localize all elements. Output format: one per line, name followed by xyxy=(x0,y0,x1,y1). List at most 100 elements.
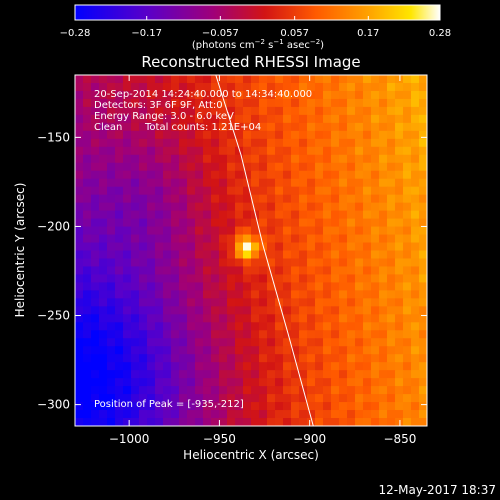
heatmap-cell xyxy=(187,114,196,124)
heatmap-cell xyxy=(291,338,300,347)
heatmap-cell xyxy=(211,234,220,244)
heatmap-cell xyxy=(163,178,172,188)
heatmap-cell xyxy=(339,202,348,212)
heatmap-cell xyxy=(75,226,84,236)
heatmap-cell xyxy=(387,106,396,116)
heatmap-cell xyxy=(251,290,260,299)
heatmap-cell xyxy=(267,250,276,260)
heatmap-cell xyxy=(155,154,164,164)
heatmap-cell xyxy=(259,410,268,419)
heatmap-cell xyxy=(171,122,180,132)
heatmap-cell xyxy=(403,258,412,268)
heatmap-cell xyxy=(195,418,204,426)
heatmap-cell xyxy=(275,90,284,100)
heatmap-cell xyxy=(379,90,388,100)
heatmap-cell xyxy=(387,370,396,379)
heatmap-cell xyxy=(115,346,124,355)
heatmap-cell xyxy=(331,226,340,236)
heatmap-cell xyxy=(299,258,308,268)
heatmap-cell xyxy=(315,298,324,307)
heatmap-cell xyxy=(419,402,427,411)
heatmap-cell xyxy=(251,146,260,156)
heatmap-cell xyxy=(75,154,84,164)
heatmap-cell xyxy=(259,98,268,108)
heatmap-cell xyxy=(283,90,292,100)
heatmap-cell xyxy=(395,194,404,204)
heatmap-cell xyxy=(411,210,420,220)
heatmap-cell xyxy=(123,290,132,299)
heatmap-cell xyxy=(99,314,108,323)
heatmap-cell xyxy=(299,298,308,307)
colorbar-tick-label: 0.17 xyxy=(357,28,379,39)
heatmap-cell xyxy=(267,322,276,331)
heatmap-cell xyxy=(147,250,156,260)
heatmap-cell xyxy=(203,378,212,387)
heatmap-cell xyxy=(411,90,420,100)
heatmap-cell xyxy=(187,338,196,347)
heatmap-cell xyxy=(243,314,252,323)
heatmap-cell xyxy=(355,226,364,236)
heatmap-cell xyxy=(355,234,364,244)
heatmap-cell xyxy=(139,170,148,180)
heatmap-cell xyxy=(195,290,204,299)
heatmap-cell xyxy=(91,402,100,411)
heatmap-cell xyxy=(363,202,372,212)
heatmap-cell xyxy=(419,114,427,124)
heatmap-cell xyxy=(115,106,124,116)
heatmap-cell xyxy=(371,314,380,323)
heatmap-cell xyxy=(323,354,332,363)
heatmap-cell xyxy=(339,386,348,395)
heatmap-cell xyxy=(419,234,427,244)
heatmap-cell xyxy=(75,290,84,299)
heatmap-cell xyxy=(299,314,308,323)
heatmap-cell xyxy=(83,75,92,84)
heatmap-cell xyxy=(203,298,212,307)
heatmap-cell xyxy=(235,274,244,284)
heatmap-cell xyxy=(307,370,316,379)
heatmap-cell xyxy=(131,418,140,426)
heatmap-cell xyxy=(83,154,92,164)
heatmap-cell xyxy=(163,82,172,92)
heatmap-cell xyxy=(339,258,348,268)
heatmap-cell xyxy=(379,226,388,236)
heatmap-cell xyxy=(139,194,148,204)
heatmap-cell xyxy=(195,354,204,363)
heatmap-cell xyxy=(323,258,332,268)
heatmap-cell xyxy=(163,194,172,204)
heatmap-cell xyxy=(259,258,268,268)
heatmap-cell xyxy=(91,250,100,260)
heatmap-cell xyxy=(115,242,124,252)
heatmap-cell xyxy=(275,106,284,116)
heatmap-cell xyxy=(299,266,308,276)
heatmap-cell xyxy=(243,282,252,291)
heatmap-cell xyxy=(347,202,356,212)
heatmap-cell xyxy=(211,410,220,419)
heatmap-cell xyxy=(163,138,172,148)
heatmap-cell xyxy=(195,266,204,276)
heatmap-cell xyxy=(387,178,396,188)
heatmap-cell xyxy=(171,362,180,371)
heatmap-cell xyxy=(147,282,156,291)
heatmap-cell xyxy=(275,314,284,323)
heatmap-cell xyxy=(171,186,180,196)
heatmap-cell xyxy=(235,82,244,92)
heatmap-cell xyxy=(411,106,420,116)
heatmap-cell xyxy=(331,250,340,260)
heatmap-cell xyxy=(339,75,348,84)
heatmap-cell xyxy=(347,378,356,387)
heatmap-cell xyxy=(243,138,252,148)
heatmap-cell xyxy=(275,146,284,156)
heatmap-cell xyxy=(275,322,284,331)
heatmap-cell xyxy=(187,314,196,323)
heatmap-cell xyxy=(91,82,100,92)
heatmap-cell xyxy=(99,394,108,403)
heatmap-cell xyxy=(195,250,204,260)
heatmap-cell xyxy=(251,82,260,92)
heatmap-cell xyxy=(379,338,388,347)
heatmap-cell xyxy=(171,282,180,291)
heatmap-cell xyxy=(331,386,340,395)
heatmap-cell xyxy=(131,210,140,220)
heatmap-cell xyxy=(395,154,404,164)
heatmap-cell xyxy=(267,274,276,284)
heatmap-cell xyxy=(419,282,427,291)
